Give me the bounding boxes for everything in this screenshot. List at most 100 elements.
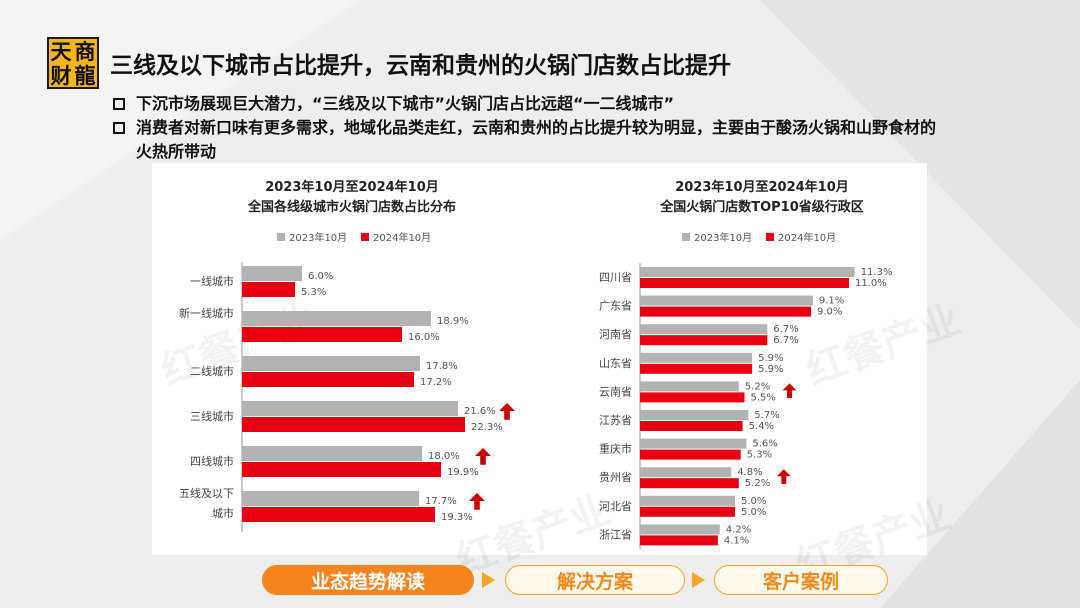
data-label-2023: 9.1%: [819, 296, 844, 307]
bullet-item: 下沉市场展现巨大潜力，“三线及以下城市”火锅门店占比远超“一二线城市”: [113, 92, 943, 116]
tab-solutions[interactable]: 解决方案: [505, 565, 685, 595]
bar-2024: [640, 421, 743, 431]
bar-2024: [242, 417, 465, 432]
up-arrow-icon: [499, 403, 515, 420]
logo-char: 财: [50, 62, 72, 88]
bar-2023: [640, 352, 753, 363]
data-label-2023: 5.7%: [754, 410, 779, 421]
bar-2023: [640, 495, 735, 506]
category-label: 河北省: [599, 500, 632, 513]
data-label-2024: 5.3%: [301, 287, 326, 298]
data-label-2023: 18.9%: [437, 316, 469, 327]
data-label-2023: 6.7%: [773, 324, 798, 335]
data-label-2024: 5.3%: [747, 450, 772, 461]
bar-2023: [640, 324, 768, 335]
bar-2023: [242, 356, 420, 371]
category-label: 重庆市: [599, 442, 632, 456]
bar-2023: [640, 381, 739, 392]
data-label-2024: 5.9%: [758, 364, 783, 375]
page-title: 三线及以下城市占比提升，云南和贵州的火锅门店数占比提升: [110, 53, 731, 79]
data-label-2024: 19.3%: [441, 512, 473, 523]
data-label-2023: 5.9%: [758, 353, 783, 364]
tab-cases[interactable]: 客户案例: [714, 565, 888, 595]
brand-logo: 天 商 财 龍: [47, 37, 99, 89]
data-label-2024: 6.7%: [773, 335, 798, 346]
data-label-2024: 11.0%: [855, 278, 887, 289]
bar-2024: [640, 335, 768, 346]
charts-panel: 红餐产业 红餐产业 红餐产业 红餐产业 2023年10月至2024年10月 全国各…: [152, 163, 966, 590]
bar-2023: [640, 410, 749, 420]
category-label: 广东省: [599, 300, 632, 313]
category-label: 贵州省: [599, 471, 632, 484]
data-label-2024: 4.1%: [724, 535, 749, 546]
category-label: 新一线城市: [179, 306, 234, 320]
chart-subtitle: 全国各线级城市火锅门店数占比分布: [247, 199, 456, 215]
bar-2024: [640, 392, 745, 403]
category-label: 山东省: [599, 357, 632, 370]
legend-swatch-2024: [766, 233, 774, 241]
bar-2023: [242, 311, 431, 326]
bar-2024: [640, 363, 753, 374]
bar-2023: [640, 267, 855, 277]
data-label-2023: 5.0%: [741, 496, 766, 507]
tab-label: 客户案例: [762, 570, 839, 593]
category-label: 三线城市: [190, 409, 234, 423]
bar-2023: [242, 266, 302, 281]
arrow-right-icon: [482, 572, 495, 588]
up-arrow-icon: [782, 383, 797, 399]
logo-char: 天: [50, 38, 72, 64]
logo-char: 商: [74, 38, 96, 64]
data-label-2023: 4.8%: [737, 467, 762, 478]
data-label-2024: 5.0%: [741, 507, 766, 518]
bullet-list: 下沉市场展现巨大潜力，“三线及以下城市”火锅门店占比远超“一二线城市” 消费者对…: [113, 92, 943, 164]
up-arrow-icon: [776, 469, 791, 484]
data-label-2023: 17.8%: [426, 361, 458, 372]
legend-label-2023: 2023年10月: [694, 231, 752, 244]
square-bullet-icon: [113, 122, 125, 134]
data-label-2023: 17.7%: [425, 496, 457, 507]
logo-char: 龍: [74, 62, 96, 88]
bar-2023: [242, 446, 422, 461]
bar-2023: [242, 491, 419, 506]
bar-2024: [640, 449, 741, 460]
data-label-2024: 19.9%: [447, 467, 479, 478]
up-arrow-icon: [469, 493, 485, 510]
category-label: 一线城市: [190, 274, 234, 288]
category-label: 云南省: [599, 385, 632, 398]
bar-2024: [242, 507, 435, 522]
arrow-right-icon: [692, 572, 705, 588]
bar-2024: [640, 535, 718, 546]
chart-subtitle: 全国火锅门店数TOP10省级行政区: [659, 199, 864, 215]
bar-2023: [640, 467, 732, 478]
data-label-2024: 16.0%: [408, 332, 440, 343]
data-label-2024: 17.2%: [420, 377, 452, 388]
category-label: 五线及以下: [179, 486, 234, 500]
data-label-2023: 5.2%: [745, 381, 770, 392]
category-label: 四川省: [599, 271, 632, 284]
legend-swatch-2023: [277, 233, 285, 241]
data-label-2024: 9.0%: [817, 307, 842, 318]
legend-label-2024: 2024年10月: [778, 231, 836, 244]
bar-2024: [242, 372, 414, 387]
category-label: 河南省: [599, 328, 632, 341]
data-label-2023: 21.6%: [464, 406, 496, 417]
bar-2024: [640, 278, 849, 288]
tab-trend-analysis[interactable]: 业态趋势解读: [262, 565, 474, 595]
bar-2023: [242, 401, 458, 416]
data-label-2023: 6.0%: [308, 271, 333, 282]
category-label: 城市: [212, 506, 234, 520]
bar-2024: [640, 506, 735, 517]
legend-swatch-2023: [682, 233, 690, 241]
bar-2023: [640, 295, 813, 306]
bullet-text: 消费者对新口味有更多需求，地域化品类走红，云南和贵州的占比提升较为明显，主要由于…: [136, 118, 937, 161]
bar-2023: [640, 438, 747, 449]
data-label-2024: 22.3%: [471, 422, 503, 433]
tab-label: 业态趋势解读: [310, 570, 425, 593]
data-label-2023: 11.3%: [861, 267, 893, 278]
category-label: 江苏省: [599, 414, 632, 427]
bar-2024: [242, 462, 441, 477]
data-label-2023: 4.2%: [726, 524, 751, 535]
bar-2023: [640, 524, 720, 535]
bullet-text: 下沉市场展现巨大潜力，“三线及以下城市”火锅门店占比远超“一二线城市”: [136, 94, 675, 113]
